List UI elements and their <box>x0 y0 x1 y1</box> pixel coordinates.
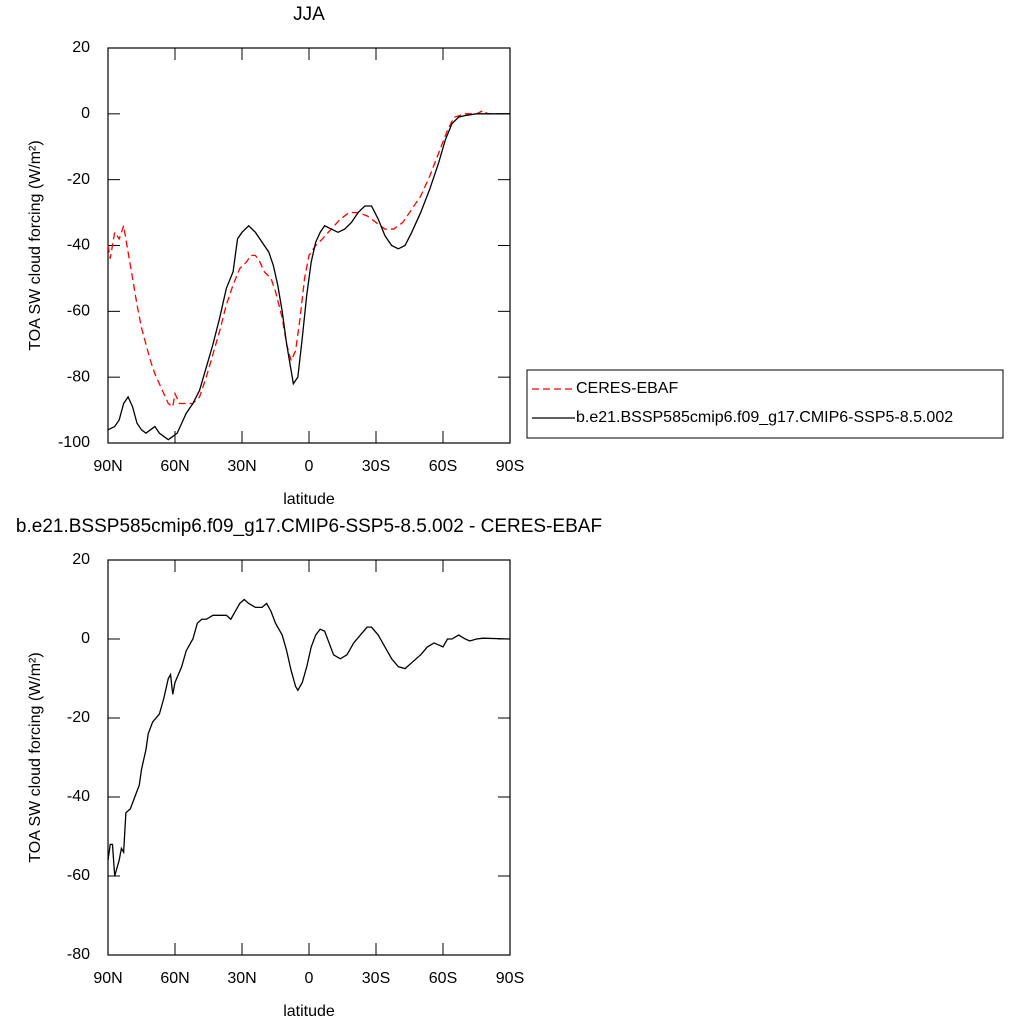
x-tick-label: 90S <box>496 970 524 987</box>
plot-frame <box>107 559 511 956</box>
y-axis-label: TOA SW cloud forcing (W/m²) <box>27 140 44 350</box>
x-tick-label: 30S <box>362 970 390 987</box>
y-tick-label: 20 <box>72 551 90 568</box>
x-tick-label: 30N <box>227 970 256 987</box>
y-tick-label: 0 <box>81 630 90 647</box>
x-tick-label: 0 <box>305 970 314 987</box>
y-tick-label: -60 <box>67 303 90 320</box>
y-tick-label: -60 <box>67 867 90 884</box>
x-tick-label: 60S <box>429 970 457 987</box>
x-tick-label: 90S <box>496 458 524 475</box>
y-tick-label: -20 <box>67 171 90 188</box>
x-tick-label: 60N <box>160 458 189 475</box>
data-line <box>107 598 511 877</box>
x-tick-label: 90N <box>93 458 122 475</box>
x-tick-label: 30S <box>362 458 390 475</box>
data-line <box>107 113 510 441</box>
y-tick-label: 0 <box>81 105 90 122</box>
x-tick-label: 90N <box>93 970 122 987</box>
legend-box <box>526 369 1004 439</box>
legend-label: b.e21.BSSP585cmip6.f09_g17.CMIP6-SSP5-8.… <box>576 409 953 426</box>
chart-title: b.e21.BSSP585cmip6.f09_g17.CMIP6-SSP5-8.… <box>16 516 602 537</box>
y-tick-label: 20 <box>72 39 90 56</box>
x-tick-label: 60N <box>160 970 189 987</box>
y-tick-label: -100 <box>58 434 90 451</box>
x-axis-label: latitude <box>283 491 335 508</box>
y-tick-label: -80 <box>67 946 90 963</box>
x-tick-label: 60S <box>429 458 457 475</box>
y-axis-label: TOA SW cloud forcing (W/m²) <box>27 652 44 862</box>
chart-title: JJA <box>293 4 325 25</box>
y-tick-label: -40 <box>67 237 90 254</box>
y-tick-label: -20 <box>67 709 90 726</box>
x-tick-label: 0 <box>305 458 314 475</box>
y-tick-label: -80 <box>67 368 90 385</box>
x-tick-label: 30N <box>227 458 256 475</box>
legend-label: CERES-EBAF <box>576 380 678 397</box>
y-tick-label: -40 <box>67 788 90 805</box>
plot-frame <box>107 47 511 444</box>
x-axis-label: latitude <box>283 1003 335 1020</box>
data-line <box>107 109 510 408</box>
